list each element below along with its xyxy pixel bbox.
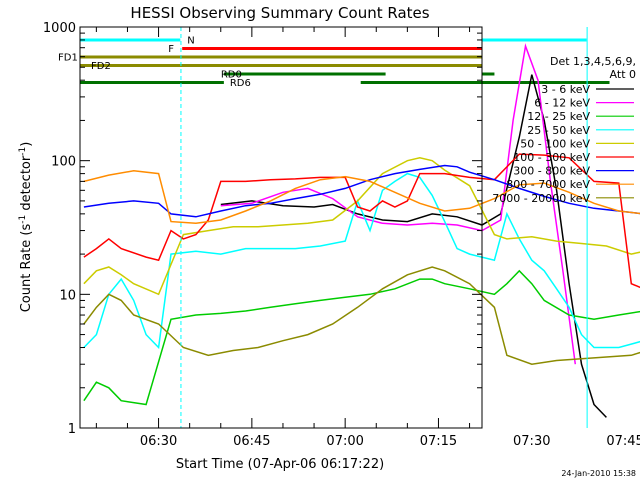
y-tick-label: 10	[59, 288, 76, 303]
x-tick-label: 07:45	[606, 434, 640, 449]
series-line-7	[83, 170, 640, 225]
flag-bar-label-f: F	[168, 44, 174, 55]
legend-entry-label: 6 - 12 keV	[534, 97, 590, 110]
flag-bar-label-fd1: FD1	[58, 53, 78, 64]
legend-title-line2: Att 0	[610, 68, 636, 81]
x-tick-label: 06:45	[233, 434, 270, 449]
plot-frame	[79, 26, 483, 429]
y-tick-label: 1	[68, 422, 76, 437]
legend-entry-label: 7000 - 20000 keV	[492, 192, 590, 205]
legend-entry-label: 800 - 7000 keV	[506, 178, 590, 191]
y-tick-label: 1000	[43, 21, 76, 36]
legend-title-line1: Det 1,3,4,5,6,9,	[550, 55, 636, 68]
legend-entry-label: 25 - 50 keV	[527, 124, 590, 137]
x-tick-label: 07:00	[326, 434, 363, 449]
flag-bar-label-n: N	[187, 36, 194, 47]
vertical-markers	[180, 27, 588, 428]
series-line-5	[83, 153, 640, 289]
chart-title: HESSI Observing Summary Count Rates	[130, 4, 429, 22]
legend-entry-label: 12 - 25 keV	[527, 110, 590, 123]
flag-bar-label-fd2: FD2	[91, 61, 111, 72]
y-tick-label: 100	[51, 155, 76, 170]
legend-entry-label: 300 - 800 keV	[513, 165, 590, 178]
series-line-0	[220, 74, 607, 418]
series-line-1	[220, 43, 577, 365]
footer-timestamp: 24-Jan-2010 15:38	[561, 469, 636, 478]
series-line-4	[83, 157, 640, 296]
x-tick-label: 06:30	[140, 434, 177, 449]
series-lines	[83, 43, 640, 418]
x-tick-label: 07:30	[513, 434, 550, 449]
x-axis: 06:30 06:45 07:00 07:15 07:30 07:45	[95, 27, 640, 449]
legend-entry-label: 3 - 6 keV	[541, 83, 590, 96]
series-line-6	[83, 164, 640, 218]
legend-entry-label: 50 - 100 keV	[520, 137, 590, 150]
flag-bar-label-rd6: RD6	[230, 78, 251, 89]
legend-entry-label: 100 - 300 keV	[513, 151, 590, 164]
series-line-8	[83, 266, 640, 365]
y-axis-title: Count Rate (s-1 detector-1)	[18, 142, 34, 313]
y-axis: 1 10 100 1000	[43, 21, 482, 437]
x-axis-title: Start Time (07-Apr-06 06:17:22)	[176, 457, 384, 472]
series-line-2	[83, 269, 640, 406]
flag-bar-label-rd0: RD0	[221, 70, 242, 81]
x-tick-label: 07:15	[420, 434, 457, 449]
series-line-3	[83, 172, 640, 350]
